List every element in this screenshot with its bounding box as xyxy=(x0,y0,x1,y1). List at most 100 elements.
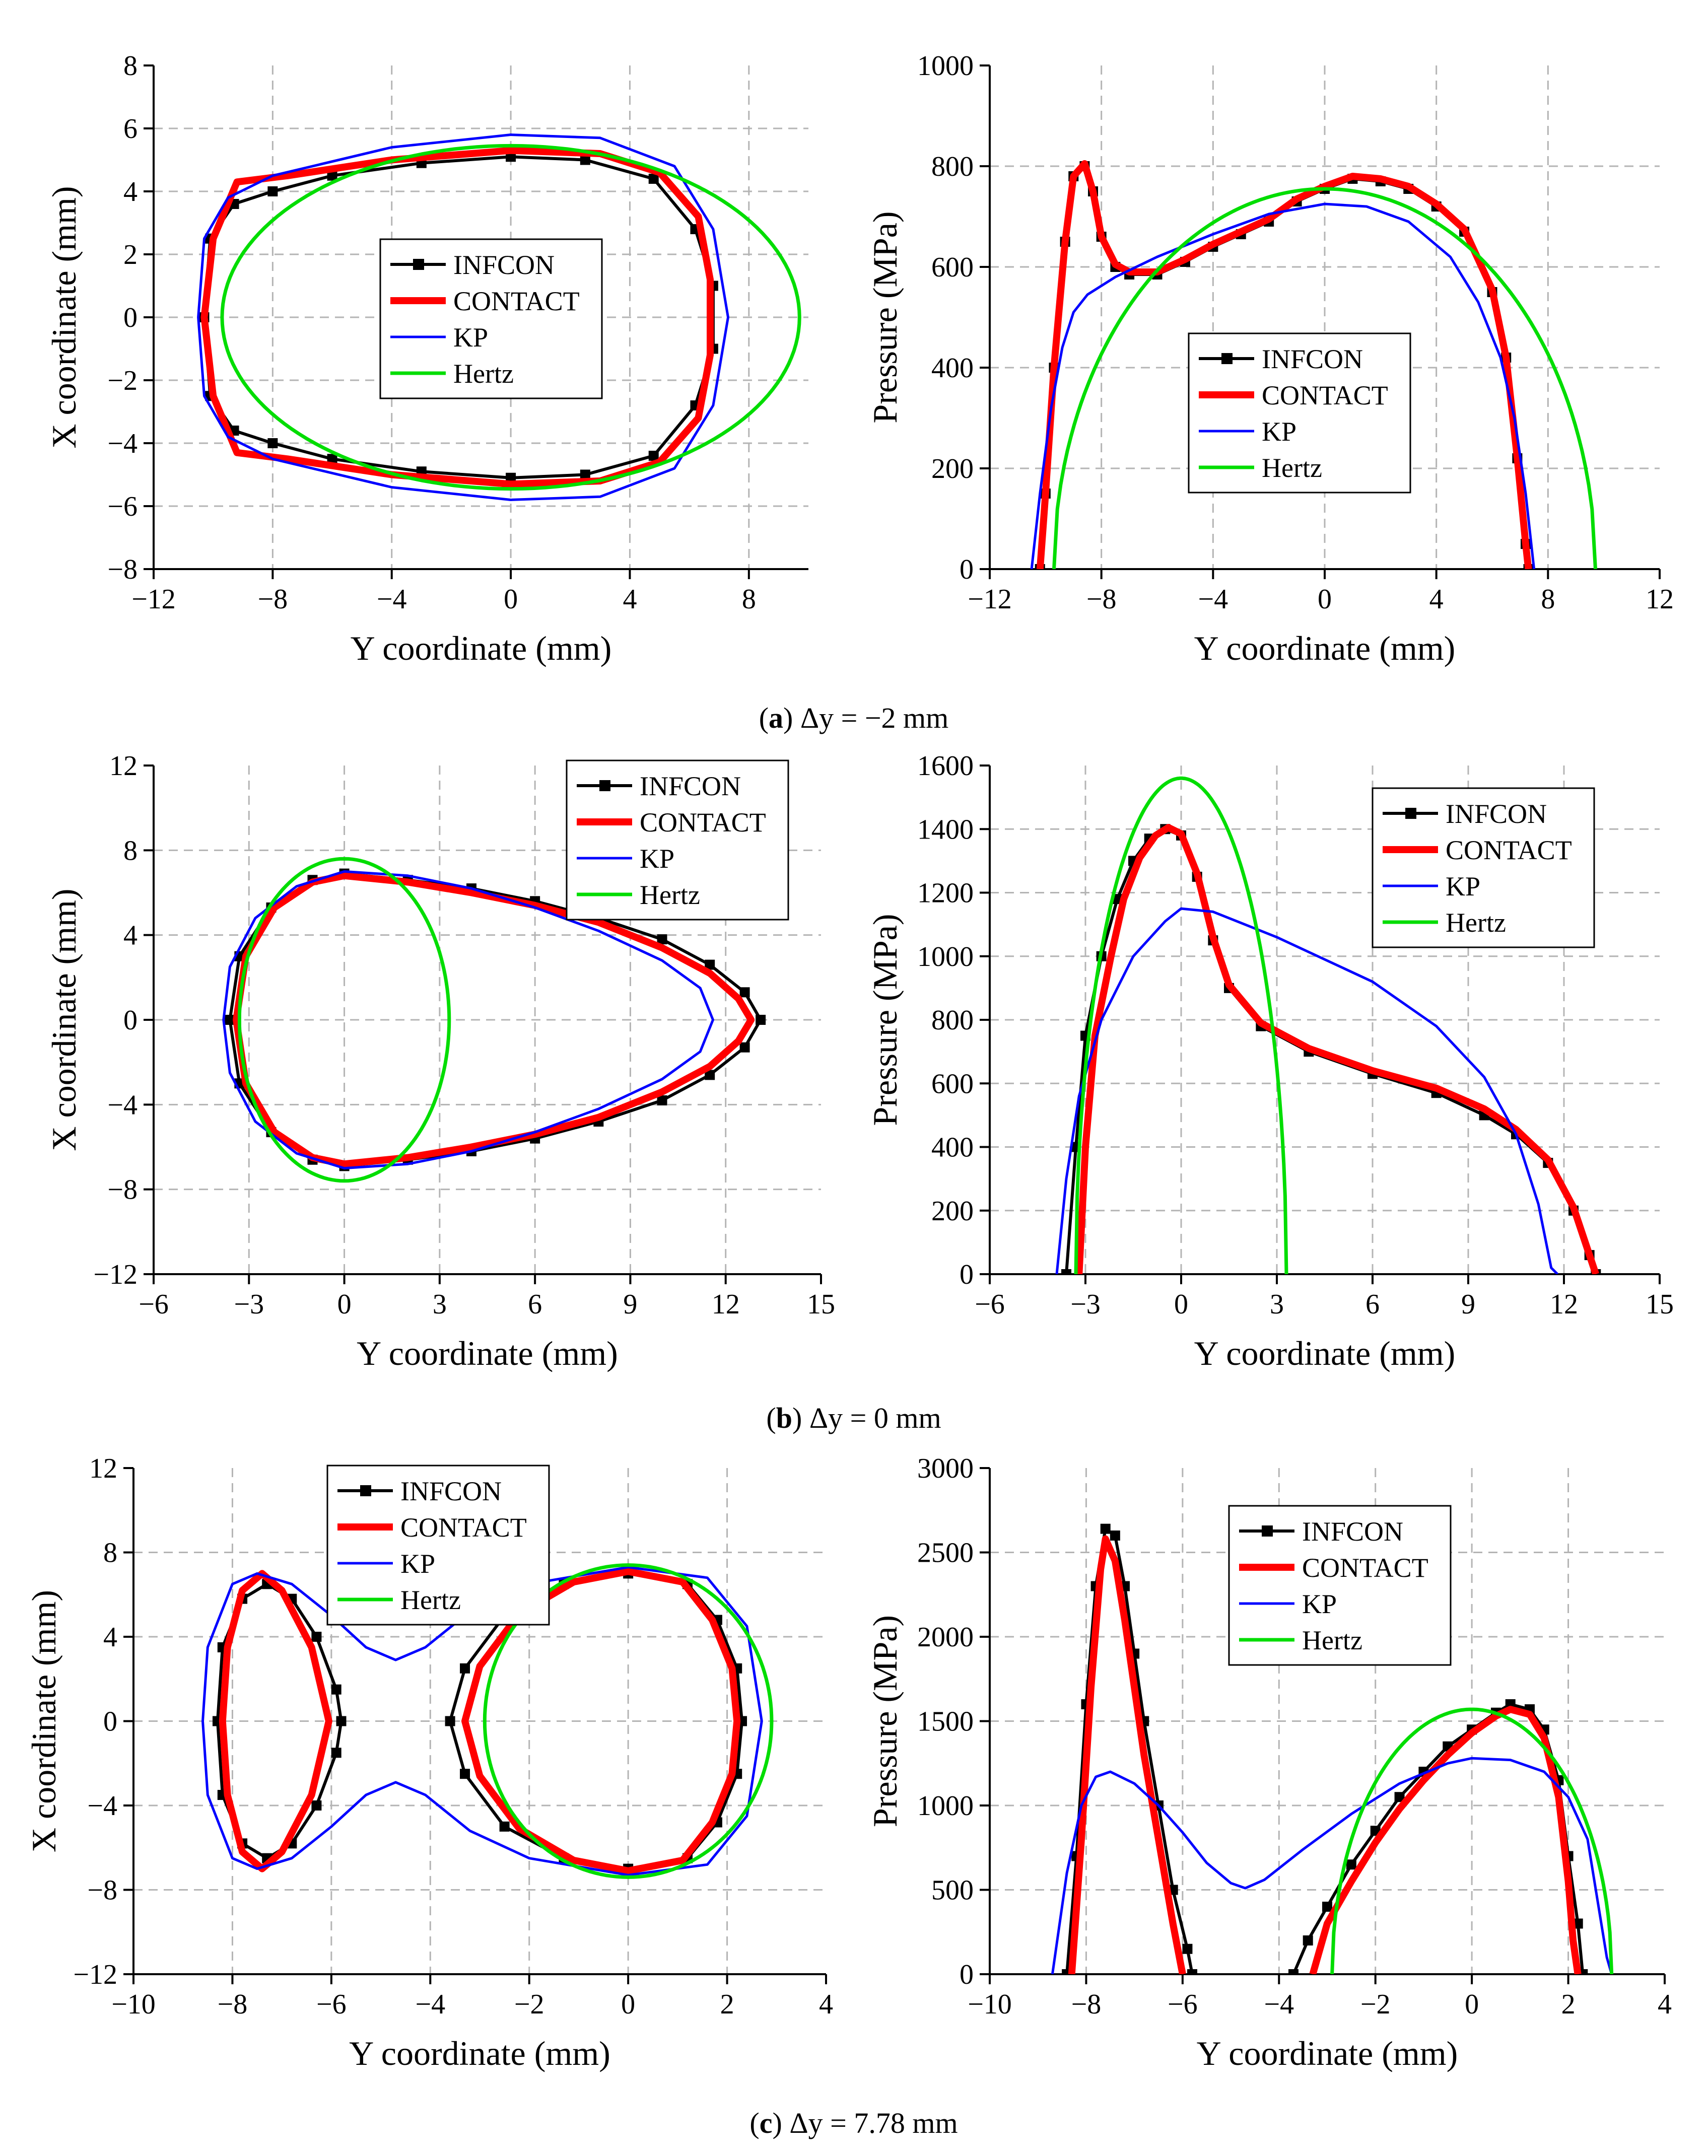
data-point-infcon xyxy=(506,472,516,483)
legend-marker-infcon xyxy=(1405,808,1416,819)
caption-c-text: Δy = 7.78 mm xyxy=(782,2107,958,2139)
x-tick-label: 2 xyxy=(1561,1989,1576,2020)
panel-a-pressure: −12 −8 −4 0 4 8 12 0 200 400 600 800 1000 Y coordinat… xyxy=(866,50,1674,667)
legend-label-kp: KP xyxy=(453,322,488,353)
caption-a-text: Δy = −2 mm xyxy=(793,702,948,734)
series-line-contact xyxy=(233,872,755,1168)
x-tick-label: 0 xyxy=(504,584,518,615)
data-point-infcon xyxy=(331,1684,341,1695)
series-line-contact xyxy=(1036,160,1532,569)
x-tick-label: 3 xyxy=(1270,1289,1284,1320)
data-point-infcon xyxy=(311,1632,322,1642)
y-tick-label: −12 xyxy=(73,1959,117,1990)
y-tick-label: 6 xyxy=(123,113,138,145)
data-point-infcon xyxy=(1061,1269,1071,1274)
data-point-infcon xyxy=(267,186,278,196)
y-tick-label: 3000 xyxy=(917,1453,974,1484)
x-tick-label: −6 xyxy=(139,1289,169,1320)
y-axis-title: X coordinate (mm) xyxy=(25,1590,63,1852)
x-tick-label: 2 xyxy=(720,1989,734,2020)
data-point-infcon xyxy=(225,1015,235,1025)
y-axis-title: Pressure (MPa) xyxy=(866,1615,904,1827)
data-point-infcon xyxy=(499,1821,510,1832)
x-tick-label: 4 xyxy=(623,584,637,615)
data-point-infcon xyxy=(460,1769,470,1779)
x-tick-label: 12 xyxy=(1550,1289,1578,1320)
data-point-infcon xyxy=(705,1070,715,1080)
y-tick-label: 1500 xyxy=(917,1706,974,1737)
series-line-kp xyxy=(197,133,729,501)
series-line-hertz xyxy=(1074,776,1288,1274)
legend-label-infcon: INFCON xyxy=(1262,344,1363,374)
legend-label-kp: KP xyxy=(640,844,674,874)
y-axis-title: Pressure (MPa) xyxy=(866,211,904,423)
x-tick-label: 0 xyxy=(1465,1989,1479,2020)
data-point-infcon xyxy=(311,1800,322,1811)
data-point-infcon xyxy=(705,959,715,970)
x-tick-label: 0 xyxy=(1174,1289,1188,1320)
y-tick-label: 1000 xyxy=(917,1790,974,1822)
x-tick-label: −3 xyxy=(1070,1289,1101,1320)
legend-label-infcon: INFCON xyxy=(640,771,741,801)
y-tick-label: 12 xyxy=(109,750,138,782)
series-line-kp xyxy=(201,1566,763,1876)
x-tick-label: 0 xyxy=(621,1989,635,2020)
legend: INFCON CONTACT KP Hertz xyxy=(1228,1505,1452,1666)
x-axis-title: Y coordinate (mm) xyxy=(357,1334,618,1372)
y-tick-label: 8 xyxy=(103,1538,117,1569)
y-tick-label: 1400 xyxy=(917,814,974,845)
data-point-infcon xyxy=(648,451,659,461)
x-tick-label: 15 xyxy=(1646,1289,1674,1320)
x-axis-title: Y coordinate (mm) xyxy=(349,2034,610,2072)
data-point-infcon xyxy=(445,1716,455,1726)
data-point-infcon xyxy=(657,934,667,945)
legend-label-infcon: INFCON xyxy=(1302,1516,1403,1547)
x-axis-title: Y coordinate (mm) xyxy=(1194,1334,1456,1372)
panel-c-contact-patch: −10 −8 −6 −4 −2 0 2 4 −12 −8 −4 0 4 8 12 Y coordinate (… xyxy=(25,1453,833,2072)
x-tick-label: 8 xyxy=(742,584,756,615)
x-tick-label: −10 xyxy=(968,1989,1012,2020)
legend-label-hertz: Hertz xyxy=(1262,453,1322,483)
y-tick-label: −8 xyxy=(87,1875,117,1906)
legend-label-contact: CONTACT xyxy=(453,286,580,316)
panel-b-pressure: −6 −3 0 3 6 9 12 15 0 200 400 600 800 1000 1200 1400 160… xyxy=(866,750,1674,1372)
panel-b-contact-patch: −6 −3 0 3 6 9 12 15 −12 −8 −4 0 4 8 12 Y coordinate (mm… xyxy=(45,750,835,1372)
x-tick-label: 6 xyxy=(528,1289,542,1320)
x-tick-label: −10 xyxy=(111,1989,156,2020)
y-tick-label: 600 xyxy=(931,252,974,283)
data-point-infcon xyxy=(1288,1969,1299,1974)
legend-label-infcon: INFCON xyxy=(1446,799,1547,829)
data-point-infcon xyxy=(327,170,337,181)
y-tick-label: 600 xyxy=(931,1068,974,1099)
legend-label-hertz: Hertz xyxy=(1446,908,1506,938)
series-line-kp xyxy=(1030,202,1536,569)
plot-area xyxy=(1051,1523,1614,1974)
y-tick-label: 1600 xyxy=(917,750,974,782)
data-point-infcon xyxy=(1187,1969,1197,1974)
legend-label-hertz: Hertz xyxy=(400,1585,461,1615)
plot-area xyxy=(201,1563,774,1879)
data-point-infcon xyxy=(506,152,516,162)
x-tick-label: 15 xyxy=(807,1289,835,1320)
caption-c: (c) Δy = 7.78 mm xyxy=(749,2107,958,2139)
data-point-infcon xyxy=(1322,1902,1332,1912)
legend-label-infcon: INFCON xyxy=(400,1476,502,1506)
caption-b-letter: b xyxy=(776,1402,792,1434)
legend: INFCON CONTACT KP Hertz xyxy=(566,759,789,921)
x-tick-label: −2 xyxy=(1360,1989,1391,2020)
y-tick-label: 4 xyxy=(123,176,138,207)
legend-marker-infcon xyxy=(599,780,610,791)
y-tick-label: −12 xyxy=(93,1259,138,1290)
legend-marker-infcon xyxy=(1221,353,1233,364)
y-tick-label: 800 xyxy=(931,1005,974,1036)
y-tick-label: 200 xyxy=(931,1196,974,1227)
series-line-contact xyxy=(200,147,714,488)
legend-marker-infcon xyxy=(360,1485,371,1496)
data-point-infcon xyxy=(1346,1859,1356,1870)
y-tick-label: 1000 xyxy=(917,50,974,82)
series-line-contact xyxy=(1309,1706,1582,1974)
y-axis-title: X coordinate (mm) xyxy=(45,186,83,448)
series-line-contact xyxy=(1075,824,1599,1274)
legend-label-hertz: Hertz xyxy=(1302,1625,1362,1655)
